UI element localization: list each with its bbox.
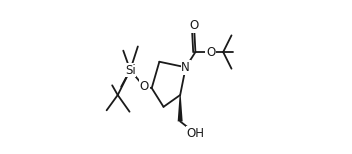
Text: O: O: [139, 80, 149, 93]
Text: O: O: [189, 19, 199, 32]
Text: OH: OH: [187, 127, 205, 140]
Polygon shape: [178, 95, 183, 121]
Text: Si: Si: [125, 64, 136, 77]
Text: N: N: [181, 61, 190, 74]
Text: O: O: [206, 46, 215, 59]
Polygon shape: [144, 84, 152, 89]
